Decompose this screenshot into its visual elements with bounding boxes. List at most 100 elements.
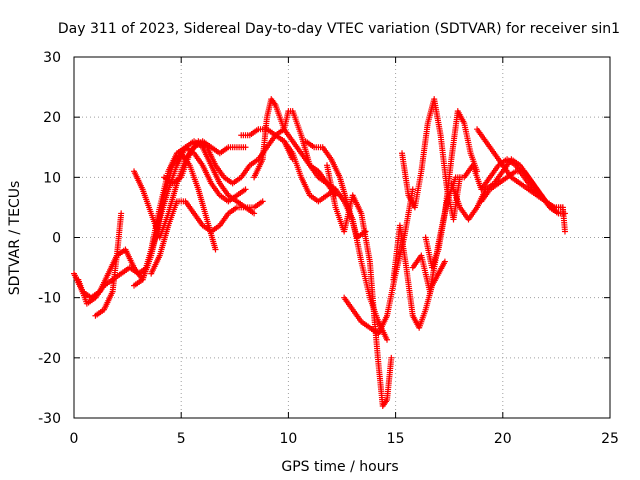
y-tick-label: 10 <box>43 170 61 186</box>
sample-marker <box>382 398 389 405</box>
series-track-14 <box>390 222 448 331</box>
sample-marker <box>202 143 209 150</box>
sample-marker <box>388 356 395 363</box>
sample-marker <box>219 172 226 179</box>
sample-marker <box>327 154 334 161</box>
data-points <box>71 96 568 409</box>
sample-marker <box>90 295 97 302</box>
sample-marker <box>515 161 522 168</box>
y-tick-label: -10 <box>38 291 61 307</box>
series-track-5 <box>131 138 266 289</box>
sample-marker <box>108 290 115 297</box>
sample-marker <box>155 254 162 261</box>
sample-marker <box>421 308 428 315</box>
sample-marker <box>383 334 390 341</box>
sample-marker <box>138 184 145 191</box>
sample-marker <box>528 178 535 185</box>
y-tick-label: -20 <box>38 351 61 367</box>
sample-marker <box>498 170 505 177</box>
sample-marker <box>271 100 278 107</box>
sample-marker <box>435 242 442 249</box>
sample-marker <box>288 136 295 143</box>
series-track-18 <box>448 156 566 223</box>
series-track-12 <box>323 162 395 409</box>
sample-marker <box>519 168 526 175</box>
sample-marker <box>366 292 373 299</box>
sample-marker <box>459 174 466 181</box>
sample-marker <box>258 158 265 165</box>
x-tick-label: 5 <box>177 431 186 447</box>
sample-marker <box>515 179 522 186</box>
x-tick-label: 20 <box>494 431 512 447</box>
sample-marker <box>309 143 316 150</box>
sample-marker <box>545 202 552 209</box>
axis-ticks: 0 5 10 15 20 25 -30 -20 -10 0 10 20 30 <box>38 50 619 447</box>
sample-marker <box>314 172 321 179</box>
sample-marker <box>181 146 188 153</box>
sample-marker <box>224 212 231 219</box>
sample-marker <box>276 112 283 119</box>
sample-marker <box>424 122 431 129</box>
sample-marker <box>493 181 500 188</box>
sample-marker <box>253 157 260 164</box>
sample-marker <box>561 226 568 233</box>
sample-marker <box>117 212 124 219</box>
sample-marker <box>240 204 247 211</box>
sample-marker <box>537 190 544 197</box>
sample-marker <box>510 169 517 176</box>
series-track-20 <box>478 168 562 217</box>
sample-marker <box>481 136 488 143</box>
sample-marker <box>240 187 247 194</box>
sample-marker <box>288 148 295 155</box>
sample-marker <box>417 170 424 177</box>
sample-marker <box>211 160 218 167</box>
sample-marker <box>99 284 106 291</box>
x-axis-title: GPS time / hours <box>281 459 398 475</box>
sample-marker <box>245 164 252 171</box>
sample-marker <box>164 188 171 195</box>
sample-marker <box>198 220 205 227</box>
x-tick-label: 10 <box>279 431 297 447</box>
sample-marker <box>297 130 304 137</box>
sample-marker <box>203 214 210 221</box>
sample-marker <box>215 178 222 185</box>
series-track-2 <box>75 150 219 307</box>
sample-marker <box>232 205 239 212</box>
sample-marker <box>297 172 304 179</box>
sample-marker <box>189 208 196 215</box>
sample-marker <box>257 199 264 206</box>
sample-marker <box>244 132 251 139</box>
x-tick-label: 25 <box>601 431 619 447</box>
sample-marker <box>443 200 450 207</box>
sample-marker <box>498 160 505 167</box>
sample-marker <box>357 208 364 215</box>
sample-marker <box>176 175 183 182</box>
sample-marker <box>467 148 474 155</box>
sample-marker <box>194 184 201 191</box>
sample-marker <box>335 172 342 179</box>
sample-marker <box>485 188 492 195</box>
sample-marker <box>207 178 214 185</box>
sample-marker <box>456 202 463 209</box>
sample-marker <box>494 164 501 171</box>
series-track-3 <box>92 210 125 319</box>
sample-marker <box>198 160 205 167</box>
sample-marker <box>137 277 144 284</box>
sample-marker <box>402 262 409 269</box>
sample-marker <box>297 148 304 155</box>
sample-marker <box>173 164 180 171</box>
sample-marker <box>232 197 239 204</box>
y-tick-label: 20 <box>43 110 61 126</box>
sample-marker <box>322 193 329 200</box>
series-track-6 <box>148 198 258 277</box>
sample-marker <box>502 175 509 182</box>
sample-marker <box>317 144 324 151</box>
y-tick-label: 30 <box>43 50 61 66</box>
sample-marker <box>489 148 496 155</box>
sample-marker <box>405 190 412 197</box>
chart-title: Day 311 of 2023, Sidereal Day-to-day VTE… <box>58 21 620 37</box>
sample-marker <box>365 323 372 330</box>
sample-marker <box>472 206 479 213</box>
y-tick-label: 0 <box>52 231 61 247</box>
